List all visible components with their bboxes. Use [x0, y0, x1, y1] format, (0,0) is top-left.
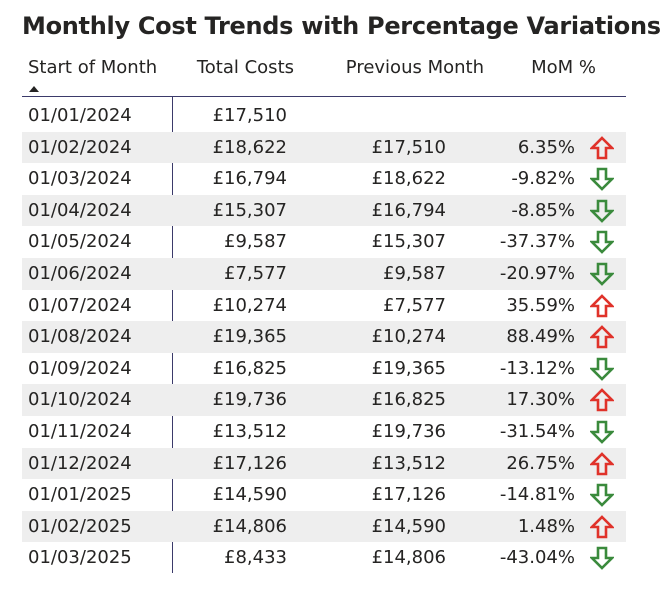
mom-percent-cell: -13.12% — [499, 357, 575, 379]
previous-month-cell: £17,126 — [371, 484, 446, 506]
start-of-month-cell: 01/08/2024 — [28, 326, 132, 348]
arrow-up-icon — [590, 388, 614, 412]
arrow-down-icon — [590, 357, 614, 381]
arrow-down-icon — [590, 199, 614, 223]
total-costs-cell: £16,794 — [212, 168, 287, 190]
data-table: Start of Month Total Costs Previous Mont… — [22, 50, 626, 574]
start-of-month-cell: 01/05/2024 — [28, 231, 132, 253]
table-row[interactable]: 01/03/2025 £8,433 £14,806 -43.04% — [22, 542, 626, 574]
table-row[interactable]: 01/04/2024 £15,307 £16,794 -8.85% — [22, 194, 626, 227]
table-header: Start of Month Total Costs Previous Mont… — [22, 50, 626, 97]
previous-month-cell: £13,512 — [371, 452, 446, 474]
start-of-month-cell: 01/04/2024 — [28, 199, 132, 221]
arrow-down-icon — [590, 230, 614, 255]
mom-percent-cell: 26.75% — [506, 452, 575, 474]
column-header-previous-month[interactable]: Previous Month — [345, 57, 484, 78]
previous-month-cell: £17,510 — [371, 136, 446, 158]
start-of-month-cell: 01/09/2024 — [28, 357, 132, 379]
start-of-month-cell: 01/03/2024 — [28, 168, 132, 190]
column-header-mom-percent[interactable]: MoM % — [531, 57, 596, 78]
previous-month-cell: £10,274 — [371, 326, 446, 348]
table-row[interactable]: 01/11/2024 £13,512 £19,736 -31.54% — [22, 416, 626, 448]
total-costs-cell: £16,825 — [212, 357, 287, 379]
previous-month-cell: £14,590 — [371, 515, 446, 537]
mom-percent-cell: 88.49% — [506, 326, 575, 348]
total-costs-cell: £18,622 — [212, 136, 287, 158]
start-of-month-cell: 01/06/2024 — [28, 262, 132, 284]
previous-month-cell: £15,307 — [371, 231, 446, 253]
arrow-down-icon — [590, 262, 614, 286]
table-row[interactable]: 01/03/2024 £16,794 £18,622 -9.82% — [22, 163, 626, 195]
mom-percent-cell: -8.85% — [511, 199, 575, 221]
start-of-month-cell: 01/02/2025 — [28, 515, 132, 537]
table-row[interactable]: 01/10/2024 £19,736 £16,825 17.30% — [22, 384, 626, 416]
start-of-month-cell: 01/12/2024 — [28, 452, 132, 474]
previous-month-cell: £14,806 — [371, 547, 446, 569]
start-of-month-cell: 01/02/2024 — [28, 136, 132, 158]
arrow-up-icon — [590, 514, 614, 539]
total-costs-cell: £17,126 — [212, 452, 287, 474]
arrow-down-icon — [590, 167, 614, 192]
total-costs-cell: £13,512 — [212, 420, 287, 442]
table-row[interactable]: 01/09/2024 £16,825 £19,365 -13.12% — [22, 353, 626, 385]
previous-month-cell: £18,622 — [371, 168, 446, 190]
total-costs-cell: £19,365 — [212, 326, 287, 348]
table-row[interactable]: 01/05/2024 £9,587 £15,307 -37.37% — [22, 226, 626, 258]
table-row[interactable]: 01/12/2024 £17,126 £13,512 26.75% — [22, 447, 626, 480]
arrow-down-icon — [590, 420, 614, 444]
total-costs-cell: £7,577 — [224, 262, 287, 284]
total-costs-cell: £14,806 — [212, 515, 287, 537]
previous-month-cell: £7,577 — [383, 294, 446, 316]
previous-month-cell: £16,794 — [371, 199, 446, 221]
total-costs-cell: £15,307 — [212, 199, 287, 221]
total-costs-cell: £17,510 — [212, 105, 287, 126]
mom-percent-cell: 1.48% — [517, 515, 575, 537]
arrow-up-icon — [590, 135, 614, 160]
mom-percent-cell: 35.59% — [506, 294, 575, 316]
arrow-up-icon — [590, 293, 614, 318]
start-of-month-cell: 01/01/2024 — [28, 105, 132, 126]
table-row[interactable]: 01/07/2024 £10,274 £7,577 35.59% — [22, 290, 626, 322]
previous-month-cell: £19,736 — [371, 420, 446, 442]
sort-ascending-icon[interactable] — [29, 86, 39, 92]
previous-month-cell: £19,365 — [371, 357, 446, 379]
mom-percent-cell: -20.97% — [499, 262, 575, 284]
table-row[interactable]: 01/02/2024 £18,622 £17,510 6.35% — [22, 131, 626, 164]
arrow-up-icon — [590, 451, 614, 476]
previous-month-cell: £9,587 — [383, 262, 446, 284]
start-of-month-cell: 01/03/2025 — [28, 547, 132, 569]
page-title: Monthly Cost Trends with Percentage Vari… — [22, 12, 661, 40]
table-row[interactable]: 01/01/2025 £14,590 £17,126 -14.81% — [22, 479, 626, 511]
mom-percent-cell: -37.37% — [499, 231, 575, 253]
mom-percent-cell: 6.35% — [517, 136, 575, 158]
arrow-down-icon — [590, 546, 614, 571]
column-header-start-of-month[interactable]: Start of Month — [28, 57, 158, 78]
table-body: 01/01/2024 £17,510 01/02/2024 £18,622 £17,51… — [22, 97, 626, 574]
total-costs-cell: £9,587 — [224, 231, 287, 253]
total-costs-cell: £10,274 — [212, 294, 287, 316]
table-row[interactable]: 01/06/2024 £7,577 £9,587 -20.97% — [22, 257, 626, 290]
mom-percent-cell: -14.81% — [499, 484, 575, 506]
mom-percent-cell: 17.30% — [506, 389, 575, 411]
start-of-month-cell: 01/11/2024 — [28, 420, 132, 442]
mom-percent-cell: -43.04% — [499, 547, 575, 569]
total-costs-cell: £14,590 — [212, 484, 287, 506]
total-costs-cell: £19,736 — [212, 389, 287, 411]
mom-percent-cell: -31.54% — [499, 420, 575, 442]
table-row[interactable]: 01/02/2025 £14,806 £14,590 1.48% — [22, 510, 626, 543]
column-header-total-costs[interactable]: Total Costs — [196, 57, 294, 78]
table-row[interactable]: 01/01/2024 £17,510 — [22, 100, 626, 132]
start-of-month-cell: 01/07/2024 — [28, 294, 132, 316]
total-costs-cell: £8,433 — [224, 547, 287, 569]
arrow-up-icon — [590, 325, 614, 349]
start-of-month-cell: 01/10/2024 — [28, 389, 132, 411]
mom-percent-cell: -9.82% — [511, 168, 575, 190]
table-row[interactable]: 01/08/2024 £19,365 £10,274 88.49% — [22, 321, 626, 353]
arrow-down-icon — [590, 483, 614, 507]
start-of-month-cell: 01/01/2025 — [28, 484, 132, 506]
previous-month-cell: £16,825 — [371, 389, 446, 411]
